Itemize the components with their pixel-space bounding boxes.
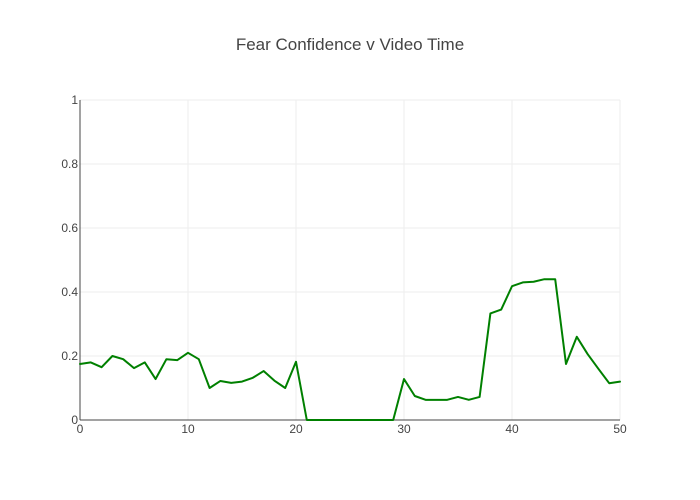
y-gridlines [80,99,620,357]
y-tick-label: 0.6 [61,221,78,235]
x-tick-label: 10 [181,422,195,436]
x-tick-label: 50 [613,422,627,436]
chart-title: Fear Confidence v Video Time [236,35,464,54]
x-tick-label: 0 [77,422,84,436]
y-tick-label: 0.2 [61,349,78,363]
y-tick-label: 1 [71,93,78,107]
y-tick-label: 0.8 [61,157,78,171]
y-tick-label: 0.4 [61,285,78,299]
series-layer [79,278,621,421]
series-line [79,278,621,421]
x-tick-label: 40 [505,422,519,436]
y-tick-label: 0 [71,413,78,427]
y-tick-labels: 0 0.2 0.4 0.6 0.8 1 [61,93,78,427]
x-tick-label: 30 [397,422,411,436]
x-tick-label: 20 [289,422,303,436]
x-tick-labels: 0 10 20 30 40 50 [77,422,627,436]
